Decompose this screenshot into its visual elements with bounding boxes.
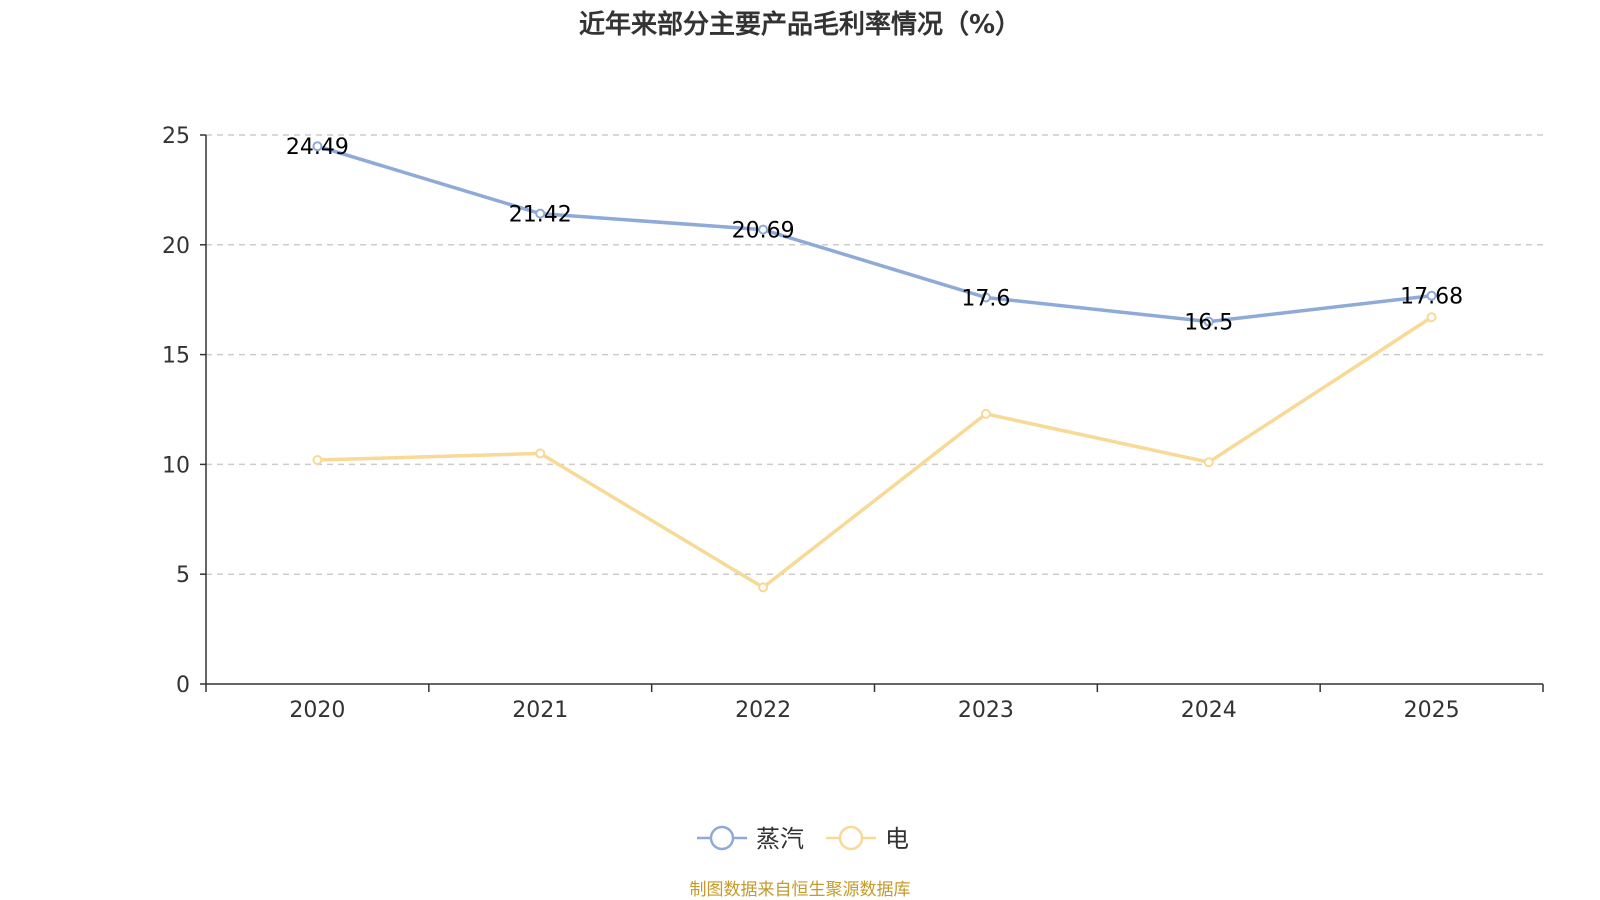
data-label: 17.68 [1400,285,1463,310]
legend[interactable]: 蒸汽 电 [697,825,909,853]
x-tick-label: 2025 [1404,698,1460,723]
y-tick-label: 10 [162,453,190,478]
x-tick-label: 2020 [289,698,345,723]
y-tick-label: 20 [162,234,190,259]
data-point[interactable] [980,408,991,419]
data-point[interactable] [758,224,769,235]
legend-marker-icon [709,825,735,851]
data-label: 20.69 [732,219,795,244]
x-tick-label: 2021 [512,698,568,723]
series-line-1 [317,315,1433,590]
data-label: 21.42 [509,203,572,228]
source-note: 制图数据来自恒生聚源数据库 [690,880,911,900]
chart-title: 近年来部分主要产品毛利率情况（%） [579,9,1021,40]
data-point[interactable] [980,292,991,303]
y-tick-label: 0 [176,673,190,698]
legend-label: 蒸汽 [756,825,804,853]
data-label: 17.6 [961,287,1010,312]
data-point[interactable] [758,582,769,593]
data-point[interactable] [1203,457,1214,468]
legend-item-1[interactable]: 电 [826,825,909,853]
data-labels: 24.49 21.42 20.69 17.6 16.5 17.68 [286,135,1463,335]
data-point[interactable] [312,141,323,152]
data-point[interactable] [1426,312,1437,323]
data-point[interactable] [535,448,546,459]
data-point[interactable] [535,208,546,219]
y-tick-label: 5 [176,563,190,588]
x-tick-label: 2023 [958,698,1014,723]
data-point[interactable] [1203,316,1214,327]
series-line-0 [316,144,1432,324]
x-tick-label: 2024 [1181,698,1237,723]
data-point[interactable] [1426,290,1437,301]
axes: 2020 2021 2022 2023 2024 2025 [200,134,1544,723]
y-tick-label: 25 [162,124,190,149]
legend-marker-icon [838,825,864,851]
data-label: 16.5 [1184,311,1233,336]
y-tick-label: 15 [162,344,190,369]
legend-item-0[interactable]: 蒸汽 [697,825,804,853]
legend-label: 电 [885,825,909,853]
series-group [312,141,1437,593]
data-point[interactable] [312,455,323,466]
data-label: 24.49 [286,135,349,160]
x-tick-label: 2022 [735,698,791,723]
grid-lines: 0 5 10 15 20 25 [162,124,1543,698]
